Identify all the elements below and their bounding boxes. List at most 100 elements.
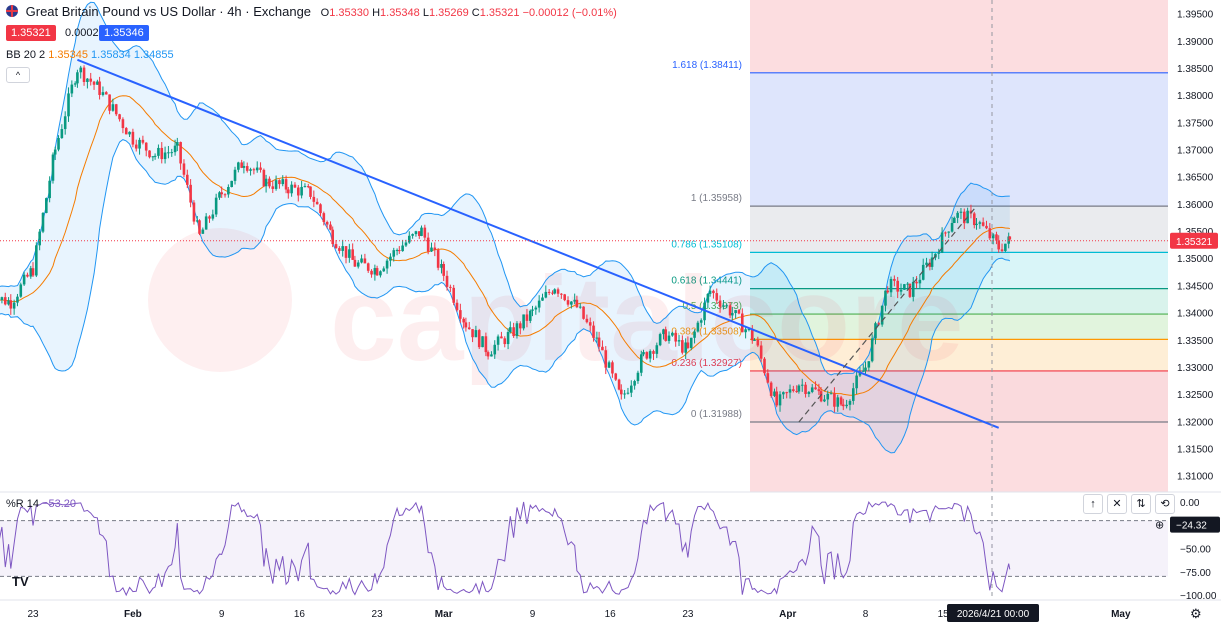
maximize-pane-button[interactable]: ⇅ — [1131, 494, 1151, 514]
candle-body — [807, 391, 811, 395]
candle-body — [322, 213, 326, 222]
candle-body — [582, 306, 585, 319]
candle-body — [167, 152, 170, 154]
candle-body — [995, 234, 998, 241]
candle-body — [785, 392, 788, 394]
candle-body — [353, 259, 357, 267]
candle-body — [16, 296, 19, 303]
candle-body — [329, 224, 332, 230]
candle-body — [0, 297, 4, 301]
williams-r-legend[interactable]: %R 14 −53.20 — [6, 498, 77, 510]
candle-body — [851, 388, 855, 401]
candle-body — [662, 329, 665, 335]
candle-body — [255, 167, 259, 171]
candle-body — [379, 271, 382, 276]
candle-body — [826, 393, 830, 400]
candle-body — [537, 300, 541, 308]
candle-body — [331, 229, 334, 245]
candle-body — [750, 329, 754, 341]
time-tick-label: May — [1111, 609, 1131, 620]
candle-body — [861, 370, 865, 372]
fib-zone — [750, 339, 1172, 371]
bollinger-legend[interactable]: BB 20 2 1.35345 1.35834 1.34855 — [6, 49, 174, 61]
close-pane-button[interactable]: ✕ — [1107, 494, 1127, 514]
oscillator-value-label: −24.32 — [1176, 521, 1207, 532]
candle-body — [486, 352, 490, 357]
candle-body — [592, 325, 595, 338]
fib-level-label: 0.5 (1.33973) — [683, 301, 743, 312]
fib-zone-bottom — [750, 421, 1172, 492]
candle-body — [211, 214, 215, 219]
candle-body — [1000, 249, 1004, 251]
candle-body — [86, 78, 89, 82]
price-tick-label: 1.37000 — [1177, 146, 1214, 157]
candle-body — [303, 186, 307, 188]
candle-body — [915, 281, 918, 284]
candle-body — [671, 332, 674, 336]
time-tick-label: 16 — [294, 609, 306, 620]
more-pane-button[interactable]: ⟲ — [1155, 494, 1175, 514]
candle-body — [597, 337, 601, 347]
candle-body — [693, 331, 696, 338]
candle-body — [351, 249, 354, 260]
candle-body — [689, 337, 693, 348]
candle-body — [836, 397, 840, 407]
candle-body — [264, 178, 268, 187]
candle-body — [157, 147, 160, 156]
time-tick-label: 23 — [682, 609, 694, 620]
candle-body — [51, 154, 55, 181]
candle-body — [629, 385, 633, 393]
price-tick-label: 1.35000 — [1177, 254, 1214, 265]
candle-body — [1008, 236, 1012, 240]
candle-body — [817, 389, 821, 392]
candle-body — [620, 389, 623, 395]
candle-body — [262, 169, 266, 187]
candle-body — [570, 301, 573, 305]
tradingview-logo-icon[interactable]: TV — [12, 574, 29, 589]
candle-body — [31, 268, 35, 276]
price-tick-label: 1.34000 — [1177, 309, 1214, 320]
candle-body — [911, 281, 915, 297]
candle-body — [341, 246, 344, 251]
candle-body — [797, 385, 801, 392]
candle-body — [278, 180, 281, 185]
candle-body — [230, 180, 233, 188]
candle-body — [363, 258, 367, 264]
candle-body — [192, 202, 196, 222]
collapse-legend-chevron-icon[interactable]: ^ — [6, 67, 30, 83]
candle-body — [896, 280, 899, 292]
move-pane-up-button[interactable]: ↑ — [1083, 494, 1103, 514]
fib-anchor-line — [798, 205, 977, 423]
candle-body — [179, 142, 182, 164]
price-tick-label: 1.38500 — [1177, 64, 1214, 75]
watermark-logo — [148, 228, 292, 372]
gear-icon[interactable]: ⚙ — [1190, 606, 1202, 621]
symbol-title[interactable]: Great Britain Pound vs US Dollar · 4h · … — [25, 4, 312, 19]
price-tick-label: 1.36500 — [1177, 173, 1214, 184]
candle-body — [182, 163, 186, 175]
candle-body — [160, 147, 164, 160]
candle-body — [89, 78, 93, 82]
candle-body — [26, 274, 29, 277]
buy-price-button[interactable]: 1.35346 — [99, 25, 149, 41]
pane-toolbar: ↑ ✕ ⇅ ⟲ — [1083, 494, 1175, 514]
candle-body — [956, 212, 959, 218]
fib-level-label: 0.618 (1.34441) — [671, 276, 742, 287]
bollinger-upper — [0, 1, 1010, 376]
oscillator-tick-label: −50.00 — [1180, 545, 1211, 556]
candle-body — [756, 339, 760, 346]
sell-price-button[interactable]: 1.35321 — [6, 25, 56, 41]
candle-body — [528, 310, 532, 321]
candle-body — [404, 242, 408, 246]
candle-body — [718, 300, 722, 307]
candle-body — [373, 268, 377, 275]
candle-body — [385, 260, 389, 269]
candle-body — [474, 330, 478, 338]
candle-body — [259, 167, 262, 170]
candle-body — [595, 337, 599, 339]
candle-body — [839, 397, 843, 405]
candle-body — [92, 81, 96, 85]
candle-body — [604, 350, 608, 368]
candle-body — [541, 297, 544, 301]
